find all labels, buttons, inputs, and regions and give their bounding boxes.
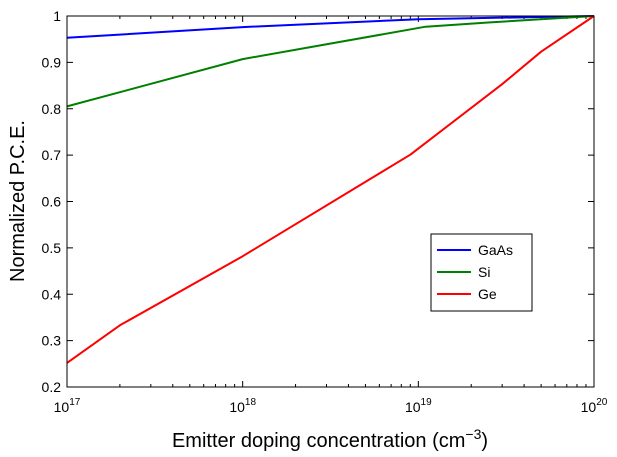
x-tick-exponent: 18 [245, 397, 257, 408]
y-tick-label: 0.7 [42, 147, 62, 163]
series-line-si [66, 15, 595, 108]
y-tick-labels: 0.2 0.3 0.4 0.5 0.6 0.7 0.8 0.9 1 [42, 8, 62, 395]
legend-label: GaAs [478, 242, 513, 258]
x-tick-base: 10 [581, 399, 597, 415]
x-tick-base: 10 [405, 399, 421, 415]
plot-frame [66, 15, 595, 388]
y-tick-label: 0.4 [42, 286, 62, 302]
y-tick-label: 0.6 [42, 194, 62, 210]
y-tick-label: 0.9 [42, 54, 62, 70]
x-tick-base: 10 [54, 399, 70, 415]
x-tick-base: 10 [229, 399, 245, 415]
x-tick-label: 1017 [54, 397, 81, 415]
series-line-gaas [66, 15, 595, 39]
legend: GaAs Si Ge [430, 233, 533, 312]
x-tick-label: 1019 [405, 397, 432, 415]
y-axis-title: Normalized P.C.E. [7, 120, 29, 282]
plot-area [67, 16, 594, 387]
x-tick-exponent: 17 [69, 397, 81, 408]
y-tick-label: 0.5 [42, 240, 62, 256]
x-axis-title: Emitter doping concentration (cm−3) [172, 426, 488, 452]
x-tick-exponent: 20 [596, 397, 608, 408]
y-tick-label: 0.3 [42, 333, 62, 349]
legend-label: Si [478, 264, 490, 280]
x-tick-label: 1020 [581, 397, 608, 415]
y-tick-label: 1 [53, 8, 61, 24]
y-tick-label: 0.2 [42, 379, 62, 395]
x-tick-exponent: 19 [421, 397, 433, 408]
y-tick-label: 0.8 [42, 101, 62, 117]
series-layer [66, 15, 595, 364]
x-tick-labels: 1017 1018 1019 1020 [54, 397, 608, 415]
x-tick-label: 1018 [229, 397, 256, 415]
legend-label: Ge [478, 286, 497, 302]
series-line-ge [66, 15, 595, 364]
